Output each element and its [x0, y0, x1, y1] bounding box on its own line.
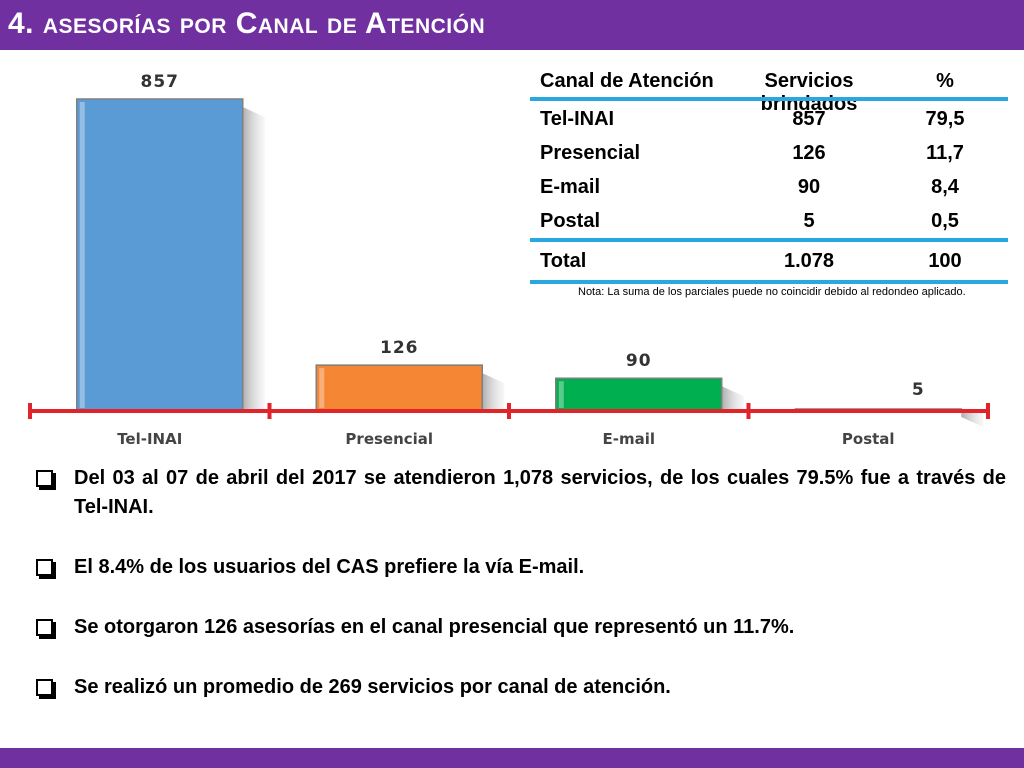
checkbox-bullet-icon — [36, 470, 53, 487]
table-cell-channel: Presencial — [540, 142, 641, 164]
table-note: Nota: La suma de los parciales puede no … — [578, 286, 966, 298]
bullet-list: Del 03 al 07 de abril del 2017 se atendi… — [36, 464, 1006, 702]
table-cell-channel: Tel-INAI — [540, 108, 615, 130]
table-cell-percent: 8,4 — [931, 176, 959, 198]
table-header-channel: Canal de Atención — [540, 70, 714, 92]
table-total-services: 1.078 — [783, 250, 835, 272]
category-label: Postal — [842, 430, 895, 448]
data-label: 126 — [380, 338, 419, 358]
bullet-item: Se otorgaron 126 asesorías en el canal p… — [36, 613, 1006, 642]
category-label: Tel-INAI — [117, 430, 182, 448]
table-cell-percent: 79,5 — [925, 108, 965, 130]
bar-shadow — [242, 107, 265, 411]
title-bar: 4. asesorías por Canal de Atención — [0, 0, 1024, 50]
table-rule-bottom — [530, 280, 1008, 284]
table-rule-top — [530, 97, 1008, 101]
table-cell-services: 90 — [797, 176, 821, 198]
bar-highlight — [558, 381, 564, 408]
table-total-label: Total — [540, 250, 587, 272]
bullet-text: Del 03 al 07 de abril del 2017 se atendi… — [74, 467, 1006, 518]
footer-bar — [0, 748, 1024, 768]
table-cell-services: 126 — [792, 142, 826, 164]
page-title: 4. asesorías por Canal de Atención — [8, 7, 486, 40]
checkbox-bullet-icon — [36, 679, 53, 696]
table-cell-percent: 11,7 — [926, 142, 964, 164]
bullet-text: Se otorgaron 126 asesorías en el canal p… — [74, 616, 795, 638]
table-cell-services: 857 — [792, 108, 826, 130]
bar-e-mail — [555, 377, 723, 412]
table-header-row: Canal de Atención Servicios brindados % — [530, 64, 992, 115]
checkbox-bullet-icon — [36, 619, 53, 636]
bar-shadow — [482, 373, 505, 411]
table-row: Tel-INAI 857 79,5 — [530, 102, 992, 136]
bullet-item: Del 03 al 07 de abril del 2017 se atendi… — [36, 464, 1006, 522]
category-label: Presencial — [345, 430, 433, 448]
data-label: 857 — [141, 72, 180, 92]
bullet-item: El 8.4% de los usuarios del CAS prefiere… — [36, 553, 1006, 582]
bar-highlight — [319, 368, 325, 408]
table-rule-total — [530, 238, 1008, 242]
table-cell-channel: E-mail — [540, 176, 601, 198]
table-cell-percent: 0,5 — [931, 210, 959, 232]
table-header-percent: % — [936, 70, 954, 92]
table-total-percent: 100 — [928, 250, 962, 272]
data-label: 5 — [912, 380, 925, 400]
bar-shadow — [961, 411, 984, 427]
table-row: Presencial 126 11,7 — [530, 136, 992, 170]
bar-tel-inai — [76, 98, 244, 412]
checkbox-bullet-icon — [36, 559, 53, 576]
bar-highlight — [79, 102, 85, 408]
category-label: E-mail — [602, 430, 655, 448]
table-row: E-mail 90 8,4 — [530, 170, 992, 204]
bullet-item: Se realizó un promedio de 269 servicios … — [36, 673, 1006, 702]
bar-presencial — [315, 364, 483, 412]
bullet-text: El 8.4% de los usuarios del CAS prefiere… — [74, 556, 585, 578]
bullet-text: Se realizó un promedio de 269 servicios … — [74, 676, 671, 698]
table-cell-channel: Postal — [540, 210, 601, 232]
bar-shadow — [721, 386, 744, 411]
table-total-row: Total 1.078 100 — [530, 244, 992, 278]
data-label: 90 — [626, 351, 652, 371]
table-row: Postal 5 0,5 — [530, 204, 992, 238]
bar-chart: 857 Tel-INAI 126 Presencial 90 E-mail 5 Postal — [28, 72, 990, 448]
data-table: Canal de Atención Servicios brindados % … — [530, 64, 1008, 284]
table-cell-services: 5 — [803, 210, 815, 232]
